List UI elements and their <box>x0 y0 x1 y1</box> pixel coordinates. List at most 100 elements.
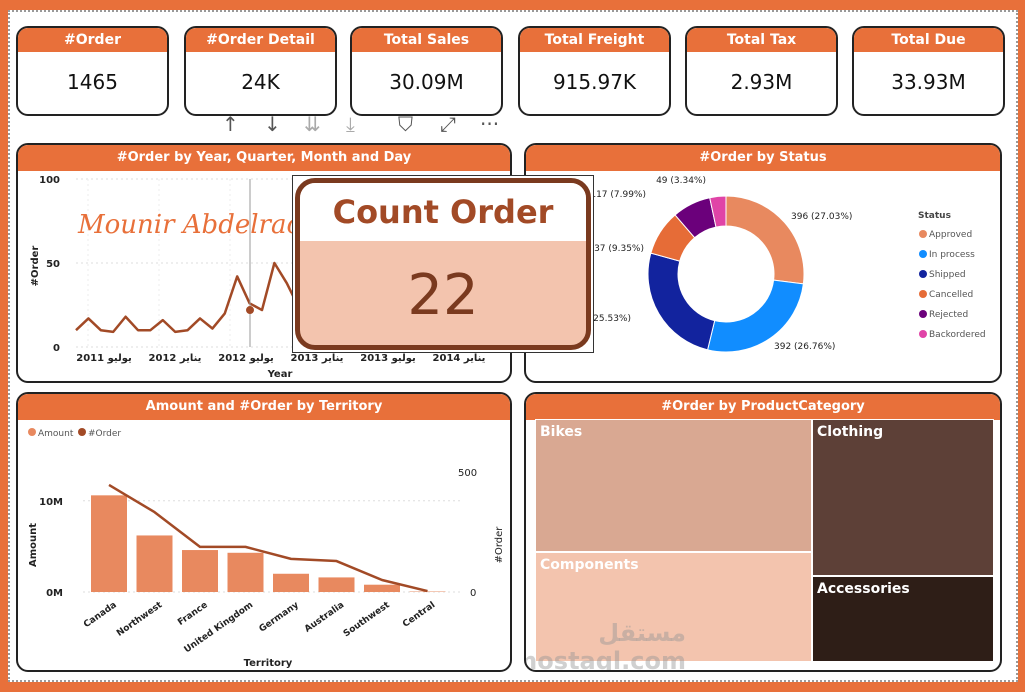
y-tick-label: 50 <box>46 259 60 270</box>
kpi-value: 915.97K <box>552 70 637 94</box>
kpi-card[interactable]: Total Due 33.93M <box>852 26 1005 116</box>
arrow-down-icon[interactable]: ↓ <box>264 112 281 136</box>
x-tick-label: Northwest <box>115 600 165 639</box>
x-tick-label: Central <box>401 600 437 629</box>
y-tick-label: 0M <box>46 588 63 599</box>
kpi-label: Total Due <box>854 28 1003 52</box>
kpi-value: 24K <box>241 70 280 94</box>
bar-northwest <box>136 535 173 592</box>
legend-marker <box>919 230 927 238</box>
treemap-accessories[interactable]: Accessories <box>812 576 994 662</box>
legend-marker <box>28 428 36 436</box>
kpi-card[interactable]: Total Tax 2.93M <box>685 26 838 116</box>
treemap-bikes[interactable]: Bikes <box>535 419 812 552</box>
legend-marker <box>78 428 86 436</box>
kpi-label: Total Sales <box>352 28 501 52</box>
donut-slice-approved <box>725 195 805 285</box>
legend-title: Status <box>918 211 951 221</box>
tooltip-card: Count Order 22 <box>292 175 594 353</box>
legend-item: In process <box>929 250 975 260</box>
territory-chart-title: Amount and #Order by Territory <box>18 394 510 420</box>
y2-tick-label: 0 <box>470 588 476 599</box>
tooltip-title: Count Order <box>300 183 586 241</box>
y2-axis-title: #Order <box>494 526 505 564</box>
donut-chart[interactable]: 396 (27.03%) 392 (26.76%) 374 (25.53%) 137 … <box>526 171 1002 383</box>
donut-slice-backordered <box>709 195 727 228</box>
y-axis-title: #Order <box>30 246 41 287</box>
kpi-value: 33.93M <box>891 70 966 94</box>
hover-point <box>246 306 254 315</box>
mostaql-logo: مستقل mostaql.com <box>524 619 686 672</box>
kpi-card[interactable]: Total Sales 30.09M <box>350 26 503 116</box>
treemap-components[interactable]: Components <box>535 552 812 662</box>
data-label: 392 (26.76%) <box>774 342 835 352</box>
legend-marker <box>919 330 927 338</box>
territory-chart-panel[interactable]: Amount and #Order by Territory Amount #Or… <box>16 392 512 672</box>
kpi-label: Total Tax <box>687 28 836 52</box>
legend-item: Rejected <box>929 310 968 320</box>
legend-marker <box>919 310 927 318</box>
data-label: 117 (7.99%) <box>590 190 646 200</box>
arrow-up-icon[interactable]: ↑ <box>222 112 239 136</box>
treemap-panel[interactable]: #Order by ProductCategory Bikes Componen… <box>524 392 1002 672</box>
kpi-label: #Order Detail <box>186 28 335 52</box>
bar-france <box>182 550 218 592</box>
donut-slice-shipped <box>647 252 716 351</box>
kpi-card[interactable]: #Order 1465 <box>16 26 169 116</box>
legend-marker <box>919 290 927 298</box>
tooltip-value: 22 <box>407 263 479 328</box>
order-line <box>108 483 428 593</box>
legend-marker <box>919 270 927 278</box>
x-tick-label: يوليو 2011 <box>76 353 132 364</box>
kpi-value: 30.09M <box>389 70 464 94</box>
bar-united-kingdom <box>227 552 264 592</box>
x-tick-label: Australia <box>303 600 346 634</box>
x-axis-title: Year <box>267 369 293 380</box>
bar-canada <box>91 495 127 592</box>
filter-icon[interactable]: ⛉ <box>398 112 413 136</box>
y-tick-label: 0 <box>53 343 60 354</box>
donut-chart-title: #Order by Status <box>526 145 1000 171</box>
more-options-icon[interactable]: ··· <box>480 112 500 136</box>
author-watermark: Mounir Abdelraouf <box>77 210 333 240</box>
y-tick-label: 10M <box>39 497 63 508</box>
x-tick-label: France <box>176 600 210 628</box>
data-label: 396 (27.03%) <box>791 212 852 222</box>
x-tick-label: Southwest <box>342 600 392 639</box>
line-chart[interactable]: 0 50 100 Mounir Abdelraouf يوليو 2011 يناير 2… <box>18 171 512 383</box>
line-chart-title: #Order by Year, Quarter, Month and Day <box>18 145 510 171</box>
x-tick-label: يناير 2012 <box>149 353 202 364</box>
x-tick-label: يوليو 2013 <box>360 353 416 364</box>
kpi-card[interactable]: Total Freight 915.97K <box>518 26 671 116</box>
data-label: 137 (9.35%) <box>588 244 644 254</box>
x-tick-label: يوليو 2012 <box>218 353 274 364</box>
kpi-card[interactable]: #Order Detail 24K <box>184 26 337 116</box>
y-tick-label: 100 <box>39 175 60 186</box>
legend-item: Amount <box>38 429 74 439</box>
double-arrow-down-icon[interactable]: ⇊ <box>304 112 321 136</box>
treemap-title: #Order by ProductCategory <box>526 394 1000 420</box>
donut-chart-panel[interactable]: #Order by Status 396 (27.03%) 392 (26.76%… <box>524 143 1002 383</box>
y2-tick-label: 500 <box>458 468 477 479</box>
data-label: 374 (25.53%) <box>570 314 631 324</box>
y-axis-title: Amount <box>28 523 39 567</box>
x-tick-label: Germany <box>258 600 301 634</box>
legend-item: #Order <box>88 429 121 439</box>
kpi-value: 2.93M <box>730 70 793 94</box>
data-label: 49 (3.34%) <box>656 176 706 186</box>
order-line <box>75 261 313 334</box>
focus-mode-icon[interactable]: ⤢ <box>440 112 456 136</box>
legend-item: Backordered <box>929 330 986 340</box>
bar-southwest <box>364 584 400 592</box>
legend-item: Cancelled <box>929 290 973 300</box>
bar-australia <box>318 577 355 592</box>
kpi-label: #Order <box>18 28 167 52</box>
x-tick-label: يناير 2014 <box>433 353 486 364</box>
expand-down-icon[interactable]: ⤓ <box>346 112 355 136</box>
bar-germany <box>273 573 309 592</box>
kpi-value: 1465 <box>67 70 118 94</box>
x-tick-label: يناير 2013 <box>291 353 344 364</box>
treemap-clothing[interactable]: Clothing <box>812 419 994 576</box>
legend-marker <box>919 250 927 258</box>
